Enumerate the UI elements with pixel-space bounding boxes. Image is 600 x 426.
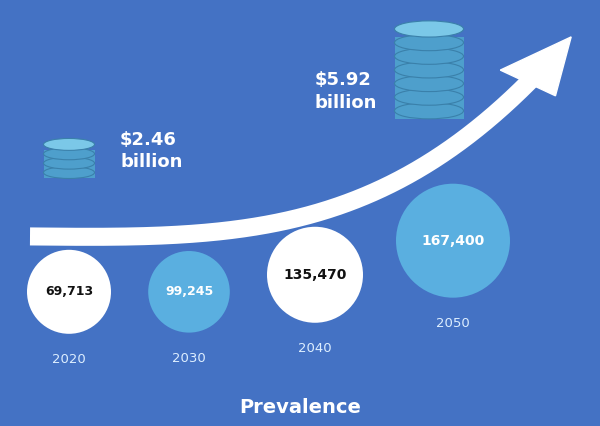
- Ellipse shape: [44, 148, 95, 160]
- Ellipse shape: [396, 184, 510, 298]
- Ellipse shape: [395, 48, 464, 64]
- Ellipse shape: [148, 251, 230, 333]
- Text: 2030: 2030: [172, 352, 206, 365]
- Text: 167,400: 167,400: [421, 234, 485, 248]
- Ellipse shape: [395, 103, 464, 119]
- Bar: [395, 37, 464, 119]
- Ellipse shape: [395, 62, 464, 78]
- Text: 2020: 2020: [52, 353, 86, 366]
- Text: 2050: 2050: [436, 317, 470, 330]
- Ellipse shape: [395, 35, 464, 51]
- Text: Prevalence: Prevalence: [239, 398, 361, 417]
- Bar: [44, 150, 95, 178]
- Polygon shape: [500, 37, 571, 96]
- Text: 2040: 2040: [298, 342, 332, 355]
- Text: 99,245: 99,245: [165, 285, 213, 298]
- Text: 69,713: 69,713: [45, 285, 93, 298]
- Ellipse shape: [44, 157, 95, 169]
- Text: $2.46
billion: $2.46 billion: [120, 131, 182, 171]
- Ellipse shape: [44, 138, 95, 150]
- Text: 135,470: 135,470: [283, 268, 347, 282]
- Ellipse shape: [267, 227, 363, 323]
- Ellipse shape: [44, 167, 95, 178]
- Text: $5.92
billion: $5.92 billion: [315, 72, 377, 112]
- Ellipse shape: [395, 89, 464, 105]
- Ellipse shape: [395, 75, 464, 92]
- Ellipse shape: [395, 21, 464, 37]
- Ellipse shape: [27, 250, 111, 334]
